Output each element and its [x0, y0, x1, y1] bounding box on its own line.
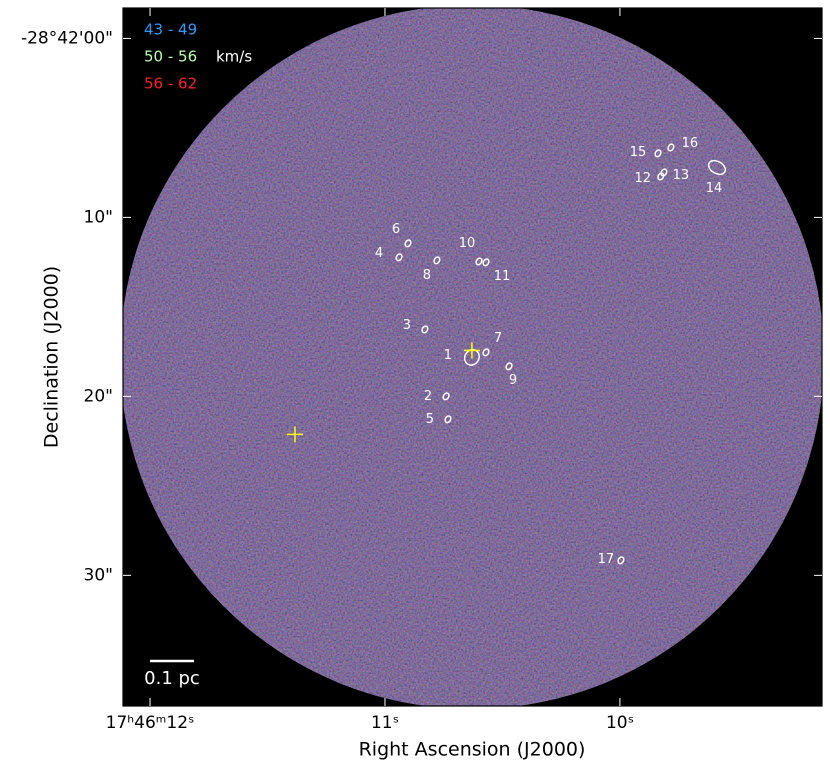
source-ellipse: [421, 325, 429, 334]
source-ellipse: [667, 143, 675, 152]
x-tick-label: 11ˢ: [371, 713, 399, 733]
source-ellipse: [505, 362, 513, 371]
source-label: 6: [392, 222, 400, 237]
legend-unit: km/s: [216, 48, 252, 66]
source-ellipse: [482, 258, 490, 267]
source-label: 9: [509, 373, 517, 388]
source-ellipse: [660, 168, 668, 177]
source-ellipse: [654, 149, 662, 158]
source-label: 10: [459, 236, 476, 251]
source-label: 8: [423, 268, 431, 283]
legend-entry: 43 - 49: [144, 21, 197, 39]
y-tick-label: -28°42'00": [21, 28, 113, 48]
source-label: 13: [673, 168, 690, 183]
source-ellipse: [475, 257, 483, 266]
source-ellipse: [657, 172, 665, 181]
source-label: 16: [682, 136, 699, 151]
source-label: 11: [494, 269, 511, 284]
cross-marker: [286, 426, 303, 443]
y-axis-label: Declination (J2000): [41, 266, 63, 448]
source-label: 15: [630, 145, 647, 160]
source-label: 3: [403, 318, 411, 333]
source-label: 2: [424, 389, 432, 404]
x-tick-label: 10ˢ: [606, 713, 634, 733]
source-label: 5: [426, 412, 434, 427]
source-ellipse: [395, 253, 403, 262]
legend-entry: 56 - 62: [144, 75, 197, 93]
y-tick-label: 10": [84, 207, 113, 227]
source-ellipse: [433, 256, 441, 265]
y-tick-label: 30": [84, 565, 113, 585]
legend-entry: 50 - 56: [144, 48, 197, 66]
source-ellipse: [617, 556, 625, 565]
plot-frame: [122, 7, 823, 707]
scale-bar-label: 0.1 pc: [144, 668, 200, 689]
source-ellipse: [442, 392, 450, 401]
source-ellipse: [482, 348, 490, 357]
x-axis-label: Right Ascension (J2000): [359, 739, 586, 761]
source-label: 7: [494, 331, 502, 346]
cross-marker: [463, 342, 480, 359]
source-label: 12: [635, 171, 652, 186]
source-label: 1: [444, 348, 452, 363]
source-ellipse: [707, 159, 727, 176]
source-ellipse: [444, 415, 452, 424]
source-ellipse: [404, 239, 412, 248]
source-label: 14: [706, 181, 723, 196]
x-tick-label: 17ʰ46ᵐ12ˢ: [106, 713, 195, 733]
source-label: 17: [598, 552, 615, 567]
y-tick-label: 20": [84, 386, 113, 406]
source-label: 4: [375, 246, 383, 261]
